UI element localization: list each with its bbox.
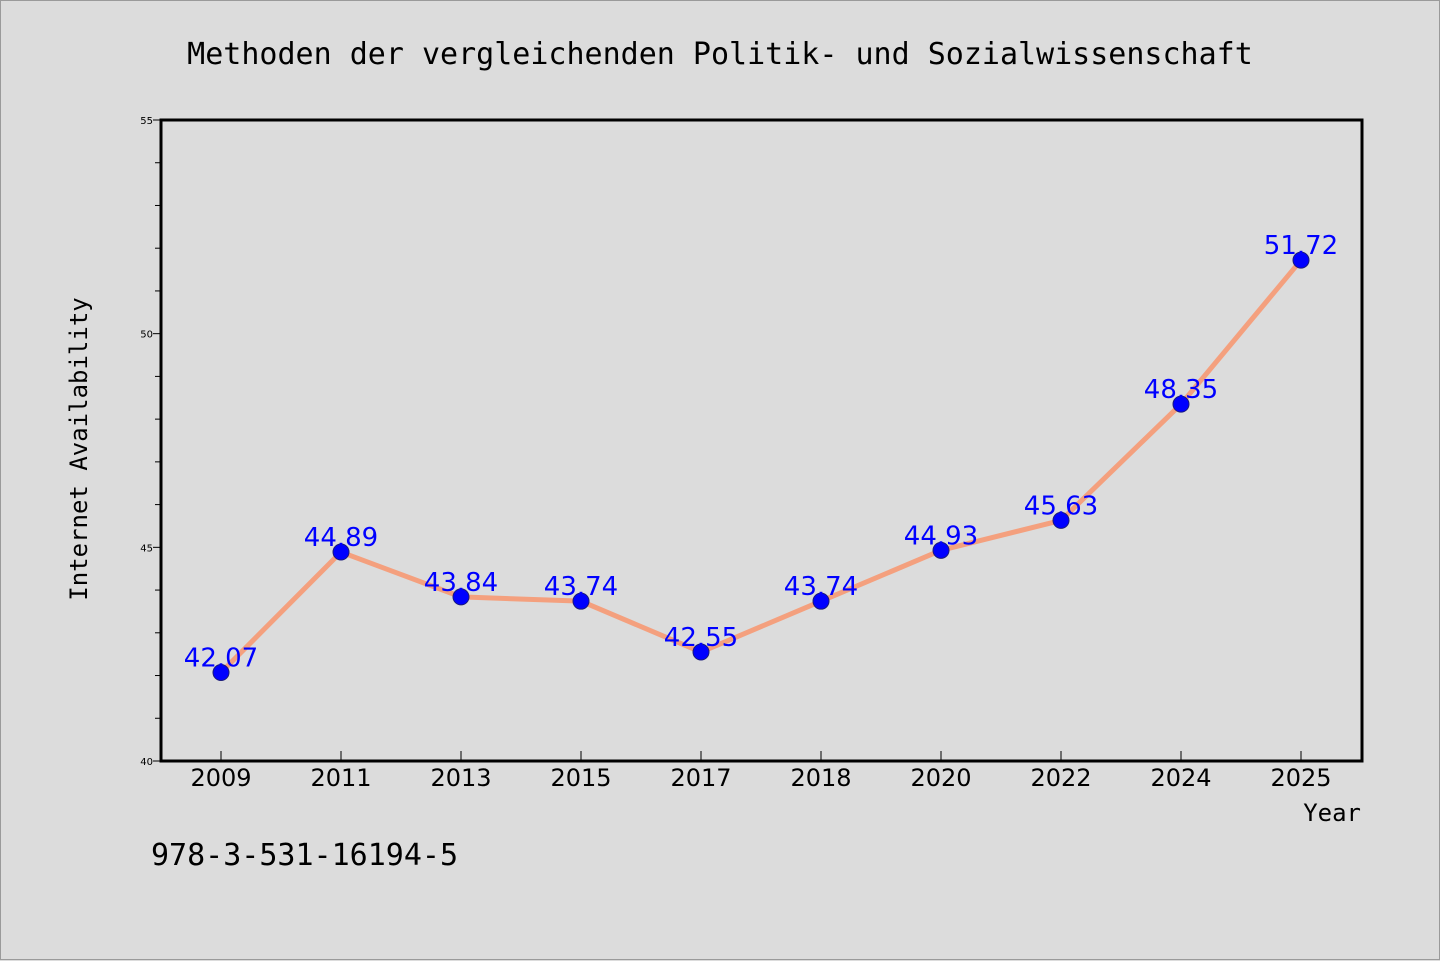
data-point xyxy=(332,543,350,561)
chart-title: Methoden der vergleichenden Politik- und… xyxy=(187,37,1253,72)
data-label: 51.72 xyxy=(1264,231,1338,261)
y-axis: 40 45 50 55 xyxy=(140,116,161,768)
x-axis: 2009 2011 2013 2015 2017 2018 2020 2022 2024 2025 xyxy=(190,751,1332,792)
y-tick-label: 50 xyxy=(140,330,153,341)
y-tick-label: 45 xyxy=(140,543,153,554)
data-label: 45.63 xyxy=(1024,491,1098,521)
x-tick-label: 2018 xyxy=(790,764,851,792)
x-tick-label: 2013 xyxy=(430,764,491,792)
data-point xyxy=(812,592,830,610)
series-line xyxy=(218,257,1304,676)
data-label: 42.07 xyxy=(184,644,258,674)
data-point xyxy=(932,541,950,559)
series-line-group xyxy=(212,251,1310,682)
data-label: 42.55 xyxy=(664,623,738,653)
x-tick-label: 2025 xyxy=(1270,764,1331,792)
data-point xyxy=(572,592,590,610)
isbn-annotation: 978-3-531-16194-5 xyxy=(151,838,458,873)
x-axis-label: Year xyxy=(1303,799,1361,827)
data-point xyxy=(1052,511,1070,529)
x-tick-label: 2020 xyxy=(910,764,971,792)
data-point xyxy=(452,588,470,606)
data-label-group: 42.07 44.89 43.84 43.74 42.55 43.74 44.93 45.63… xyxy=(184,231,1338,673)
data-point xyxy=(1172,395,1190,413)
data-point xyxy=(1292,251,1310,269)
x-tick-label: 2017 xyxy=(670,764,731,792)
y-tick-label: 55 xyxy=(140,116,153,127)
x-tick-label: 2015 xyxy=(550,764,611,792)
data-label: 48.35 xyxy=(1144,375,1218,405)
data-label: 43.84 xyxy=(424,568,498,598)
data-label: 43.74 xyxy=(784,572,858,602)
plot-area xyxy=(159,118,1364,763)
data-point xyxy=(212,664,230,682)
x-tick-label: 2009 xyxy=(190,764,251,792)
y-axis-label: Internet Availability xyxy=(65,297,93,600)
x-tick-label: 2024 xyxy=(1150,764,1211,792)
data-label: 44.89 xyxy=(304,523,378,553)
data-label: 43.74 xyxy=(544,572,618,602)
data-point xyxy=(692,643,710,661)
x-tick-label: 2011 xyxy=(310,764,371,792)
data-label: 44.93 xyxy=(904,521,978,551)
x-tick-label: 2022 xyxy=(1030,764,1091,792)
y-tick-label: 40 xyxy=(140,757,153,768)
